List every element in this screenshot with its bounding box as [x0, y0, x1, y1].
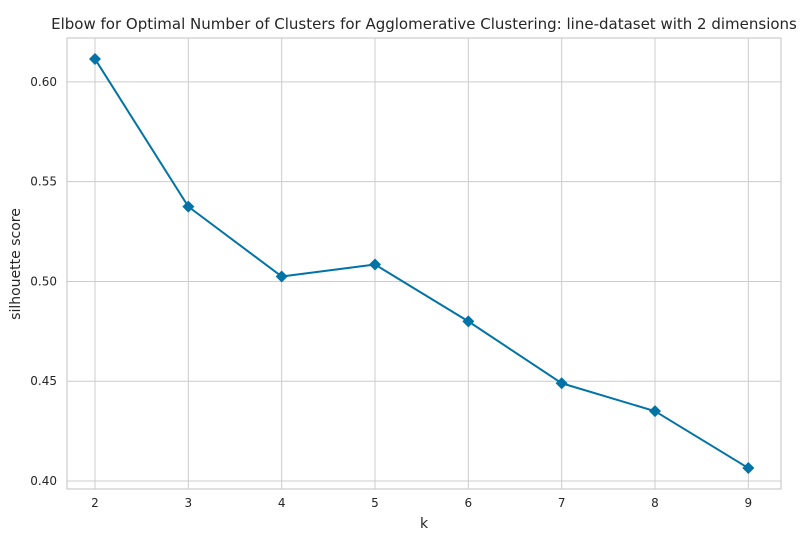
data-point-marker	[649, 405, 661, 418]
y-tick-label: 0.55	[30, 175, 57, 189]
data-point-marker	[462, 315, 475, 328]
data-point-marker	[369, 258, 381, 271]
x-tick-label: 3	[185, 496, 193, 510]
y-gridlines	[67, 81, 781, 482]
series-line	[94, 58, 749, 469]
x-tick-label: 6	[465, 496, 473, 510]
y-tick-label: 0.60	[30, 75, 57, 89]
y-tick-label: 0.50	[30, 274, 57, 288]
x-tick-label: 2	[91, 496, 99, 510]
plot-area-frame	[66, 37, 782, 490]
y-tick-label: 0.40	[30, 474, 57, 488]
data-point-marker	[555, 377, 568, 390]
x-tick-labels: 2 3 4 5 6 7 8 9	[91, 496, 752, 510]
y-tick-label: 0.45	[30, 374, 57, 388]
y-tick-labels: 0.40 0.45 0.50 0.55 0.60	[30, 75, 57, 488]
x-tick-label: 5	[371, 496, 379, 510]
x-gridlines	[94, 38, 749, 489]
series-line-group	[89, 52, 755, 475]
x-axis-label: k	[420, 516, 429, 532]
chart-title: Elbow for Optimal Number of Clusters for…	[51, 15, 797, 33]
y-axis-label: silhouette score	[8, 208, 24, 320]
data-point-marker	[275, 270, 288, 283]
data-point-marker	[89, 52, 101, 65]
x-tick-label: 4	[278, 496, 286, 510]
x-tick-label: 7	[558, 496, 566, 510]
data-point-marker	[182, 200, 195, 213]
x-tick-label: 9	[745, 496, 753, 510]
x-tick-label: 8	[651, 496, 659, 510]
data-point-marker	[742, 462, 755, 475]
